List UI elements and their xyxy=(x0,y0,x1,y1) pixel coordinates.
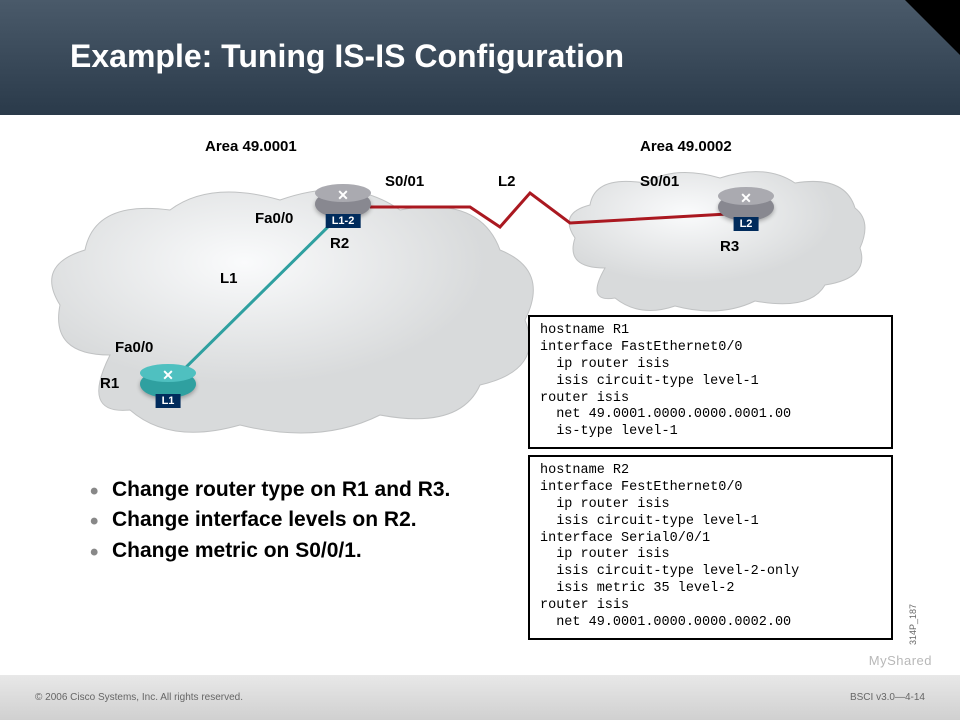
cloud-area2 xyxy=(560,163,870,313)
slide-header: Example: Tuning IS-IS Configuration xyxy=(0,0,960,115)
r3-interface-s0: S0/01 xyxy=(640,173,679,190)
area1-label: Area 49.0001 xyxy=(205,138,297,155)
l1-link-label: L1 xyxy=(220,270,238,287)
slide-title: Example: Tuning IS-IS Configuration xyxy=(0,0,960,75)
r2-interface-fa: Fa0/0 xyxy=(255,210,293,227)
router-r2: ✕ L1-2 xyxy=(315,190,371,230)
slide-footer: © 2006 Cisco Systems, Inc. All rights re… xyxy=(0,675,960,720)
r1-interface-fa: Fa0/0 xyxy=(115,339,153,356)
router-r3-level: L2 xyxy=(734,217,759,231)
footer-slide-ref: BSCI v3.0—4-14 xyxy=(850,692,925,703)
router-r1-level: L1 xyxy=(156,394,181,408)
bullet-item: Change interface levels on R2. xyxy=(90,505,490,535)
router-r3: ✕ L2 xyxy=(718,193,774,233)
bullet-item: Change metric on S0/0/1. xyxy=(90,536,490,566)
router-arrows-icon: ✕ xyxy=(740,190,752,207)
corner-decoration xyxy=(905,0,960,55)
cloud-area1 xyxy=(40,175,550,440)
router-r1-name: R1 xyxy=(100,375,119,392)
router-r1: ✕ L1 xyxy=(140,370,196,410)
router-r2-name: R2 xyxy=(330,235,349,252)
footer-copyright: © 2006 Cisco Systems, Inc. All rights re… xyxy=(35,692,243,703)
router-r2-level: L1-2 xyxy=(326,214,361,228)
reference-id: 314P_187 xyxy=(908,604,918,645)
config-box-r1: hostname R1 interface FastEthernet0/0 ip… xyxy=(528,315,893,449)
content-area: Area 49.0001 Area 49.0002 ✕ L1 R1 Fa0/0 … xyxy=(0,115,960,675)
router-arrows-icon: ✕ xyxy=(162,367,174,384)
config-box-r2: hostname R2 interface FestEthernet0/0 ip… xyxy=(528,455,893,640)
bullet-list: Change router type on R1 and R3. Change … xyxy=(90,475,490,566)
watermark: MyShared xyxy=(869,653,932,668)
router-arrows-icon: ✕ xyxy=(337,187,349,204)
router-r3-name: R3 xyxy=(720,238,739,255)
r2-interface-s0: S0/01 xyxy=(385,173,424,190)
area2-label: Area 49.0002 xyxy=(640,138,732,155)
bullet-item: Change router type on R1 and R3. xyxy=(90,475,490,505)
l2-link-label: L2 xyxy=(498,173,516,190)
